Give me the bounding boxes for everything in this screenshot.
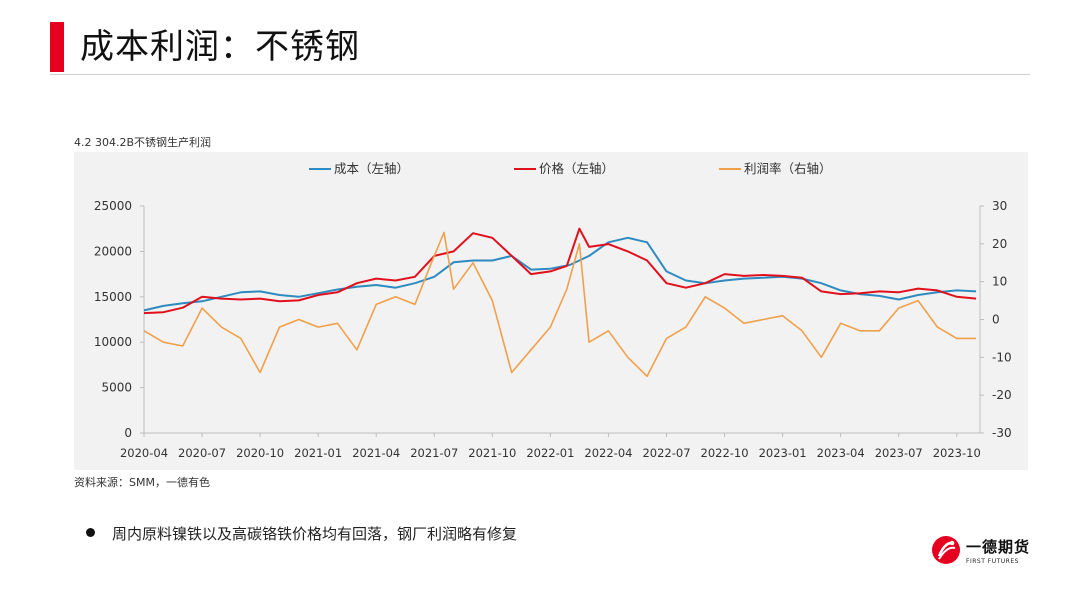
y-right-tick-label: -30 <box>992 426 1012 440</box>
y-right-tick-label: -10 <box>992 350 1012 364</box>
profit-line-chart: 0 5000 10000 15000 20000 25000 -30 -20 -10 0 10 20 3… <box>94 161 1012 460</box>
page-title: 成本利润：不锈钢 <box>80 27 360 67</box>
y-left-tick-label: 0 <box>124 426 132 440</box>
x-tick-label: 2021-07 <box>410 446 458 460</box>
x-tick-label: 2020-10 <box>236 446 284 460</box>
x-tick-label: 2021-10 <box>468 446 516 460</box>
y-right-tick-label: 30 <box>992 199 1007 213</box>
y-right-tick-label: 0 <box>992 313 1000 327</box>
title-accent-bar <box>50 22 64 72</box>
x-tick-label: 2023-04 <box>817 446 865 460</box>
x-tick-label: 2022-01 <box>526 446 574 460</box>
y-right-tick-label: 20 <box>992 237 1007 251</box>
series-line-2 <box>143 231 977 378</box>
chart-panel: 0 5000 10000 15000 20000 25000 -30 -20 -10 0 10 20 3… <box>74 152 1028 470</box>
logo-mark-icon <box>932 536 960 564</box>
title-divider <box>50 74 1030 75</box>
x-tick-label: 2020-04 <box>120 446 168 460</box>
logo-subtitle: FIRST FUTURES <box>966 558 1019 565</box>
legend-label-0: 成本（左轴） <box>334 161 409 176</box>
y-left-tick-label: 20000 <box>94 244 132 258</box>
y-right-tick-label: 10 <box>992 275 1007 289</box>
chart-caption: 4.2 304.2B不锈钢生产利润 <box>74 136 212 149</box>
x-tick-label: 2021-01 <box>294 446 342 460</box>
y-left-tick-label: 25000 <box>94 199 132 213</box>
series-line-0 <box>143 236 977 312</box>
x-tick-label: 2022-10 <box>701 446 749 460</box>
x-tick-label: 2020-07 <box>178 446 226 460</box>
x-tick-label: 2023-10 <box>933 446 981 460</box>
y-right-tick-label: -20 <box>992 388 1012 402</box>
x-tick-label: 2022-07 <box>642 446 690 460</box>
source-note: 资料来源：SMM，一德有色 <box>74 476 210 489</box>
bullet-text: 周内原料镍铁以及高碳铬铁价格均有回落，钢厂利润略有修复 <box>112 525 518 543</box>
y-left-tick-label: 10000 <box>94 335 132 349</box>
series-line-1 <box>143 227 977 315</box>
company-logo: 一德期货 FIRST FUTURES <box>930 534 1040 574</box>
logo-name: 一德期货 <box>966 538 1031 556</box>
legend-label-2: 利润率（右轴） <box>744 161 832 176</box>
x-tick-label: 2023-01 <box>759 446 807 460</box>
y-left-tick-label: 5000 <box>101 381 132 395</box>
x-tick-label: 2021-04 <box>352 446 400 460</box>
legend-label-1: 价格（左轴） <box>539 161 614 176</box>
y-left-tick-label: 15000 <box>94 290 132 304</box>
x-tick-label: 2023-07 <box>875 446 923 460</box>
x-tick-label: 2022-04 <box>584 446 632 460</box>
bullet-dot <box>86 528 95 537</box>
